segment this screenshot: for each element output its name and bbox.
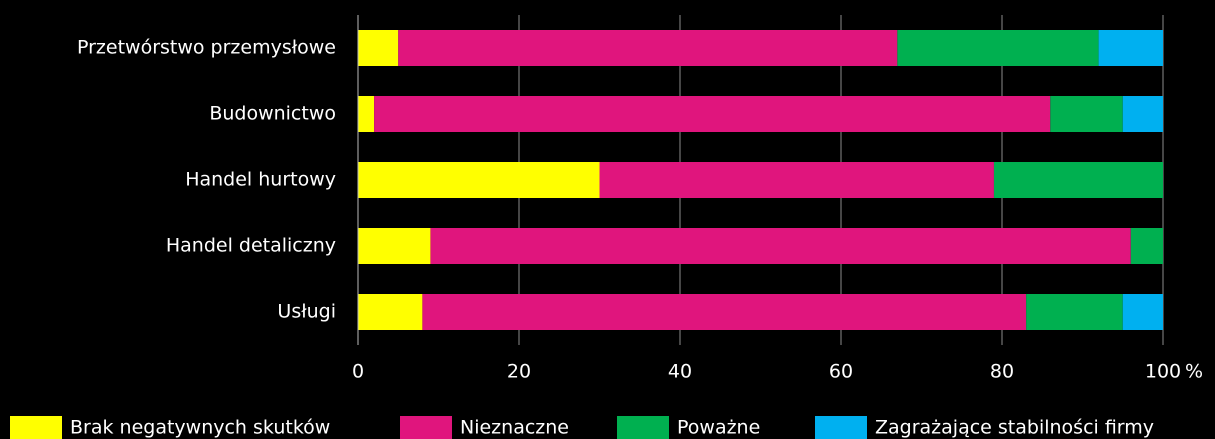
bar-segment	[897, 30, 1099, 66]
legend-label: Poważne	[677, 417, 760, 439]
legend-swatch	[400, 416, 452, 439]
bar-segment	[1122, 96, 1163, 132]
x-tick-label: 20	[507, 361, 531, 383]
bar-segment	[398, 30, 898, 66]
bar-segment	[1026, 294, 1123, 330]
bar-segment	[599, 162, 994, 198]
legend-label: Brak negatywnych skutków	[70, 417, 330, 439]
bar-segment	[430, 228, 1131, 264]
x-tick-label: 60	[829, 361, 853, 383]
y-tick-label: Przetwórstwo przemysłowe	[77, 37, 336, 59]
legend-swatch	[10, 416, 62, 439]
y-tick-label: Usługi	[277, 301, 336, 323]
x-tick-label: 0	[352, 361, 364, 383]
y-tick-label: Handel hurtowy	[185, 169, 336, 191]
bar-segment	[358, 162, 600, 198]
legend-swatch	[815, 416, 867, 439]
bar-segment	[358, 294, 423, 330]
bar-segment	[1050, 96, 1123, 132]
bar-segment	[993, 162, 1163, 198]
x-tick-label: 40	[668, 361, 692, 383]
legend-label: Zagrażające stabilności firmy	[875, 417, 1154, 439]
bar-segment	[358, 30, 399, 66]
y-tick-label: Handel detaliczny	[166, 235, 336, 257]
bar-segment	[422, 294, 1027, 330]
x-tick-label: 80	[990, 361, 1014, 383]
bar-segment	[358, 96, 375, 132]
bar-segment	[1098, 30, 1163, 66]
bar-segment	[358, 228, 431, 264]
bar-segment	[1130, 228, 1163, 264]
x-tick-label: 100	[1145, 361, 1181, 383]
x-axis-label: %	[1185, 361, 1203, 383]
legend-label: Nieznaczne	[460, 417, 569, 439]
y-tick-label: Budownictwo	[209, 103, 336, 125]
bar-segment	[1122, 294, 1163, 330]
legend-swatch	[617, 416, 669, 439]
bar-segment	[374, 96, 1051, 132]
